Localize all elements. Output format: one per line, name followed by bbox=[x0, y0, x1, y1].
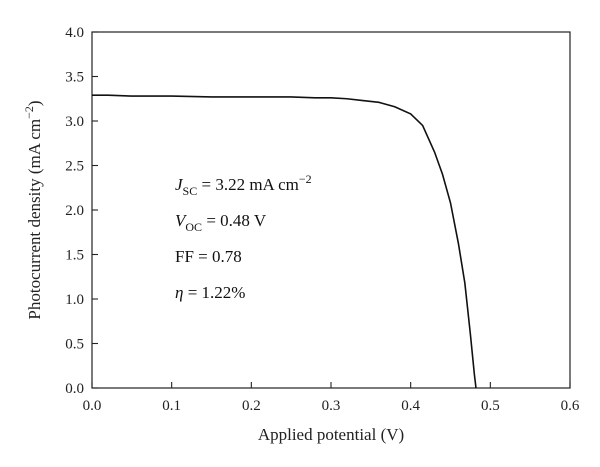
x-axis: 0.0 0.1 0.2 0.3 0.4 0.5 0.6 bbox=[83, 382, 580, 414]
plot-frame bbox=[91, 31, 571, 389]
annotation-symbol: η bbox=[175, 283, 183, 302]
annotation-symbol: V bbox=[175, 211, 188, 230]
y-tick-label: 1.0 bbox=[65, 292, 84, 308]
y-tick-label: 2.5 bbox=[65, 159, 84, 175]
y-axis: 0.0 0.5 1.0 1.5 2.0 2.5 3.0 3.5 4.0 bbox=[65, 25, 98, 397]
y-tick-label: 4.0 bbox=[65, 25, 84, 41]
y-axis-title-sup: −2 bbox=[22, 106, 36, 119]
y-tick-label: 0.5 bbox=[65, 337, 84, 353]
annotation-text: = 1.22% bbox=[183, 283, 245, 302]
annotation-symbol: J bbox=[175, 175, 184, 194]
x-tick-label: 0.6 bbox=[561, 398, 580, 414]
y-tick-label: 2.0 bbox=[65, 203, 84, 219]
y-tick-label: 3.5 bbox=[65, 70, 84, 86]
series-layer bbox=[92, 94, 477, 389]
x-tick-label: 0.5 bbox=[481, 398, 500, 414]
x-tick-label: 0.3 bbox=[322, 398, 341, 414]
x-tick-label: 0.4 bbox=[401, 398, 420, 414]
y-axis-title-main: Photocurrent density (mA cm bbox=[25, 119, 44, 320]
x-tick-label: 0.0 bbox=[83, 398, 102, 414]
annotation-superscript: −2 bbox=[299, 172, 312, 186]
annotation-subscript: OC bbox=[185, 220, 202, 234]
annotation-text: FF = 0.78 bbox=[175, 247, 242, 266]
annotation-line: FF = 0.78 bbox=[175, 247, 242, 266]
y-axis-title: Photocurrent density (mA cm−2) bbox=[22, 100, 44, 319]
x-tick-label: 0.2 bbox=[242, 398, 261, 414]
annotation-block: JSC = 3.22 mA cm−2 VOC = 0.48 V FF = 0.78 η… bbox=[175, 172, 312, 302]
y-tick-label: 0.0 bbox=[65, 381, 84, 397]
x-axis-title: Applied potential (V) bbox=[258, 425, 404, 444]
x-tick-label: 0.1 bbox=[162, 398, 181, 414]
y-tick-label: 3.0 bbox=[65, 114, 84, 130]
y-axis-title-close: ) bbox=[25, 100, 44, 106]
annotation-line: η = 1.22% bbox=[175, 283, 245, 302]
annotation-subscript: SC bbox=[183, 184, 198, 198]
y-tick-label: 1.5 bbox=[65, 248, 84, 264]
annotation-line: VOC = 0.48 V bbox=[175, 211, 267, 234]
annotation-line: JSC = 3.22 mA cm−2 bbox=[175, 172, 312, 198]
jv-curve bbox=[92, 94, 477, 389]
